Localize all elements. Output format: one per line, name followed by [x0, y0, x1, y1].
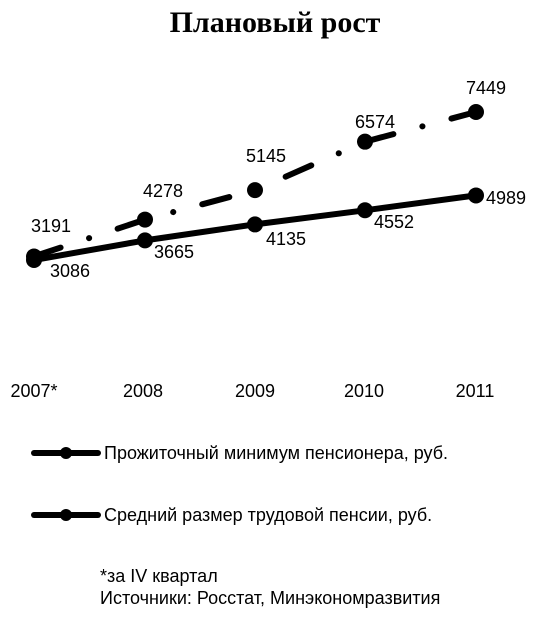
data-label-subsistence-minimum: 3086 [50, 261, 90, 281]
footnote-quarter-note: *за IV квартал [100, 566, 218, 586]
x-tick-label: 2011 [456, 381, 495, 401]
x-tick-label: 2007* [10, 381, 57, 401]
data-point-subsistence-minimum [137, 232, 153, 249]
data-point-average-pension [26, 248, 42, 265]
legend-label-average-pension: Средний размер трудовой пенсии, руб. [104, 504, 433, 525]
chart-title: Плановый рост [169, 6, 381, 39]
data-point-average-pension [137, 211, 153, 228]
data-point-average-pension [357, 133, 373, 150]
data-label-subsistence-minimum: 3665 [154, 242, 194, 262]
data-label-subsistence-minimum: 4135 [266, 229, 306, 249]
x-tick-label: 2009 [235, 381, 275, 401]
data-label-average-pension: 6574 [355, 112, 395, 132]
data-label-average-pension: 5145 [246, 146, 286, 166]
data-label-average-pension: 4278 [143, 181, 183, 201]
legend-label-subsistence-minimum: Прожиточный минимум пенсионера, руб. [104, 442, 449, 463]
data-label-subsistence-minimum: 4552 [374, 212, 414, 232]
legend-swatch-dash-dot [31, 509, 101, 521]
line-chart: 3086 3665 4135 4552 4989 3191 4278 5145 6574 7449… [10, 78, 526, 401]
data-label-subsistence-minimum: 4989 [486, 188, 526, 208]
data-point-average-pension [247, 182, 263, 199]
legend-swatch-solid [31, 447, 101, 459]
footnote-sources: Источники: Росстат, Минэкономразвития [100, 588, 441, 608]
legend-item-average-pension: Средний размер трудовой пенсии, руб. [30, 503, 432, 527]
x-tick-label: 2010 [344, 381, 384, 401]
data-point-subsistence-minimum [247, 216, 263, 233]
x-tick-label: 2008 [123, 381, 163, 401]
footnote: *за IV квартал Источники: Росстат, Минэк… [100, 565, 440, 609]
legend-item-subsistence-minimum: Прожиточный минимум пенсионера, руб. [30, 441, 448, 465]
data-label-average-pension: 7449 [466, 78, 506, 98]
data-point-subsistence-minimum [357, 202, 373, 219]
data-label-average-pension: 3191 [31, 216, 71, 236]
data-point-subsistence-minimum [468, 187, 484, 204]
data-point-average-pension [468, 104, 484, 120]
